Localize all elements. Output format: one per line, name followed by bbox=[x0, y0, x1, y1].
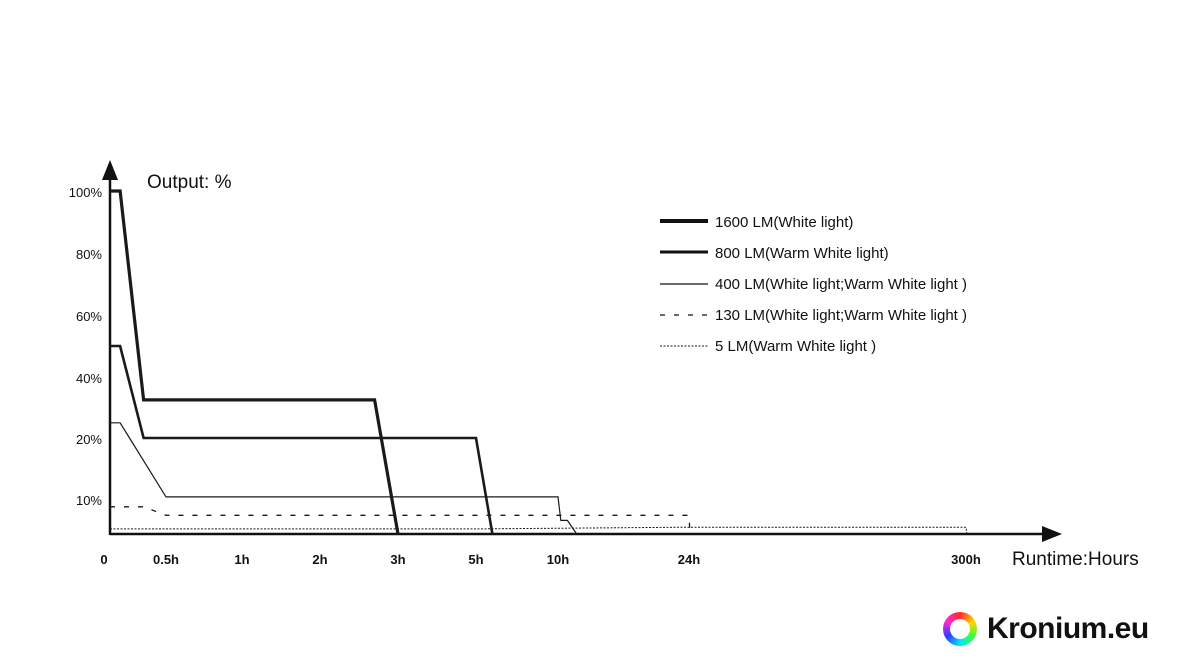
series-line-4 bbox=[110, 526, 968, 535]
series-layer bbox=[110, 189, 968, 535]
x-tick-label: 0.5h bbox=[153, 552, 179, 567]
x-tick-label: 300h bbox=[951, 552, 981, 567]
x-tick-labels: 0 0.5h 1h 2h 3h 5h 10h 24h 300h bbox=[100, 552, 980, 567]
y-axis-title: Output: % bbox=[147, 172, 232, 193]
x-axis-arrow bbox=[1042, 526, 1062, 542]
legend-label-1600lm: 1600 LM(White light) bbox=[715, 214, 853, 231]
series-line-2 bbox=[110, 422, 578, 535]
y-axis-arrow bbox=[102, 160, 118, 180]
series-line-0 bbox=[110, 189, 400, 535]
chart-axes bbox=[102, 160, 1062, 542]
x-tick-label: 2h bbox=[312, 552, 327, 567]
series-line-3 bbox=[110, 506, 691, 535]
x-tick-label: 10h bbox=[547, 552, 569, 567]
y-tick-labels: 100% 80% 60% 40% 20% 10% bbox=[69, 185, 103, 508]
y-tick-label: 100% bbox=[69, 185, 103, 200]
x-tick-label: 3h bbox=[390, 552, 405, 567]
y-tick-label: 40% bbox=[76, 371, 102, 386]
legend-label-5lm: 5 LM(Warm White light ) bbox=[715, 338, 876, 355]
series-line-1 bbox=[110, 344, 494, 535]
y-tick-label: 20% bbox=[76, 432, 102, 447]
y-tick-label: 10% bbox=[76, 493, 102, 508]
legend-label-400lm: 400 LM(White light;Warm White light ) bbox=[715, 276, 967, 293]
x-tick-label: 0 bbox=[100, 552, 107, 567]
y-tick-label: 80% bbox=[76, 247, 102, 262]
x-tick-label: 5h bbox=[468, 552, 483, 567]
legend: 1600 LM(White light) 800 LM(Warm White l… bbox=[660, 214, 967, 355]
rainbow-ring-icon bbox=[943, 612, 977, 646]
x-tick-label: 1h bbox=[234, 552, 249, 567]
brand-name: Kronium.eu bbox=[987, 612, 1149, 645]
x-tick-label: 24h bbox=[678, 552, 700, 567]
legend-label-800lm: 800 LM(Warm White light) bbox=[715, 245, 889, 262]
y-tick-label: 60% bbox=[76, 309, 102, 324]
x-axis-title: Runtime:Hours bbox=[1012, 549, 1139, 570]
brand-logo: Kronium.eu bbox=[943, 606, 1149, 652]
legend-label-130lm: 130 LM(White light;Warm White light ) bbox=[715, 307, 967, 324]
